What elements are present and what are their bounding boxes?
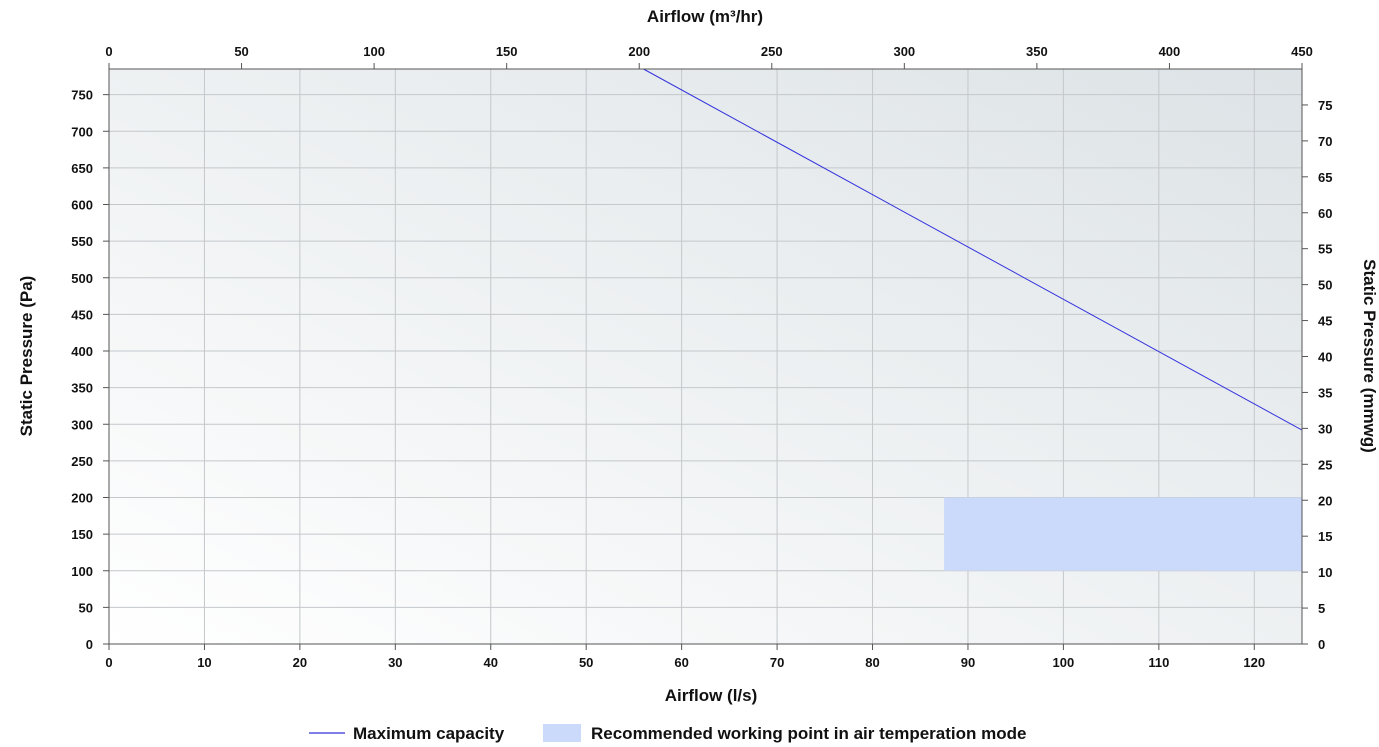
x-bottom-tick-label: 40 xyxy=(484,655,498,670)
y-right-tick-label: 50 xyxy=(1318,278,1332,293)
y-right-tick-label: 25 xyxy=(1318,457,1332,472)
y-right-tick-label: 35 xyxy=(1318,385,1332,400)
y-left-axis-title: Static Pressure (Pa) xyxy=(17,276,36,437)
y-right-tick-label: 65 xyxy=(1318,170,1332,185)
series-line-max-capacity xyxy=(643,68,1303,431)
y-right-tick-label: 20 xyxy=(1318,493,1332,508)
y-left-tick-label: 450 xyxy=(71,307,93,322)
y-right-tick-label: 45 xyxy=(1318,314,1332,329)
x-bottom-tick-label: 20 xyxy=(293,655,307,670)
y-left-tick-label: 100 xyxy=(71,564,93,579)
y-left-tick-label: 700 xyxy=(71,124,93,139)
series xyxy=(643,68,1303,431)
x-top-tick-label: 450 xyxy=(1291,44,1313,59)
legend-label-recommended-region: Recommended working point in air tempera… xyxy=(591,724,1026,743)
y-left-tick-label: 350 xyxy=(71,381,93,396)
y-left-tick-label: 550 xyxy=(71,234,93,249)
x-top-tick-label: 350 xyxy=(1026,44,1048,59)
y-left-tick-label: 300 xyxy=(71,417,93,432)
y-left-tick-label: 150 xyxy=(71,527,93,542)
x-bottom-tick-label: 80 xyxy=(865,655,879,670)
x-bottom-tick-label: 90 xyxy=(961,655,975,670)
legend-label-max-capacity: Maximum capacity xyxy=(353,724,505,743)
y-left-tick-label: 250 xyxy=(71,454,93,469)
y-left-tick-label: 650 xyxy=(71,161,93,176)
x-top-tick-label: 0 xyxy=(105,44,112,59)
y-left-tick-label: 600 xyxy=(71,198,93,213)
x-bottom-tick-label: 100 xyxy=(1053,655,1075,670)
regions xyxy=(944,497,1302,571)
y-left-tick-label: 0 xyxy=(86,637,93,652)
y-right-tick-label: 70 xyxy=(1318,134,1332,149)
recommended-working-region xyxy=(944,497,1302,571)
x-top-tick-label: 300 xyxy=(893,44,915,59)
x-bottom-axis-title: Airflow (l/s) xyxy=(665,686,758,705)
x-bottom-tick-label: 50 xyxy=(579,655,593,670)
y-right-tick-label: 55 xyxy=(1318,242,1332,257)
x-top-axis-title: Airflow (m³/hr) xyxy=(647,7,763,26)
x-bottom-tick-label: 10 xyxy=(197,655,211,670)
y-right-tick-label: 5 xyxy=(1318,601,1325,616)
x-bottom-tick-label: 110 xyxy=(1148,655,1169,670)
x-top-tick-label: 50 xyxy=(234,44,248,59)
x-top-tick-label: 150 xyxy=(496,44,518,59)
y-right-tick-label: 60 xyxy=(1318,206,1332,221)
y-right-tick-label: 15 xyxy=(1318,529,1332,544)
y-left-tick-label: 200 xyxy=(71,491,93,506)
x-bottom-tick-label: 0 xyxy=(105,655,112,670)
x-bottom-tick-label: 30 xyxy=(388,655,402,670)
legend: Maximum capacity Recommended working poi… xyxy=(309,724,1026,743)
y-left-tick-label: 750 xyxy=(71,88,93,103)
x-bottom-tick-label: 70 xyxy=(770,655,784,670)
y-right-tick-label: 10 xyxy=(1318,565,1332,580)
y-left-tick-label: 500 xyxy=(71,271,93,286)
x-top-tick-label: 100 xyxy=(363,44,385,59)
y-right-tick-label: 75 xyxy=(1318,98,1332,113)
y-right-tick-label: 40 xyxy=(1318,350,1332,365)
y-right-tick-label: 30 xyxy=(1318,421,1332,436)
x-bottom-tick-label: 120 xyxy=(1243,655,1265,670)
y-left-tick-label: 400 xyxy=(71,344,93,359)
y-right-tick-label: 0 xyxy=(1318,637,1325,652)
x-top-tick-label: 400 xyxy=(1159,44,1181,59)
x-top-tick-label: 250 xyxy=(761,44,783,59)
y-left-tick-label: 50 xyxy=(79,600,93,615)
x-bottom-tick-label: 60 xyxy=(674,655,688,670)
y-right-axis-title: Static Pressure (mmwg) xyxy=(1360,259,1379,453)
legend-region-swatch xyxy=(543,724,581,742)
x-top-tick-label: 200 xyxy=(628,44,650,59)
